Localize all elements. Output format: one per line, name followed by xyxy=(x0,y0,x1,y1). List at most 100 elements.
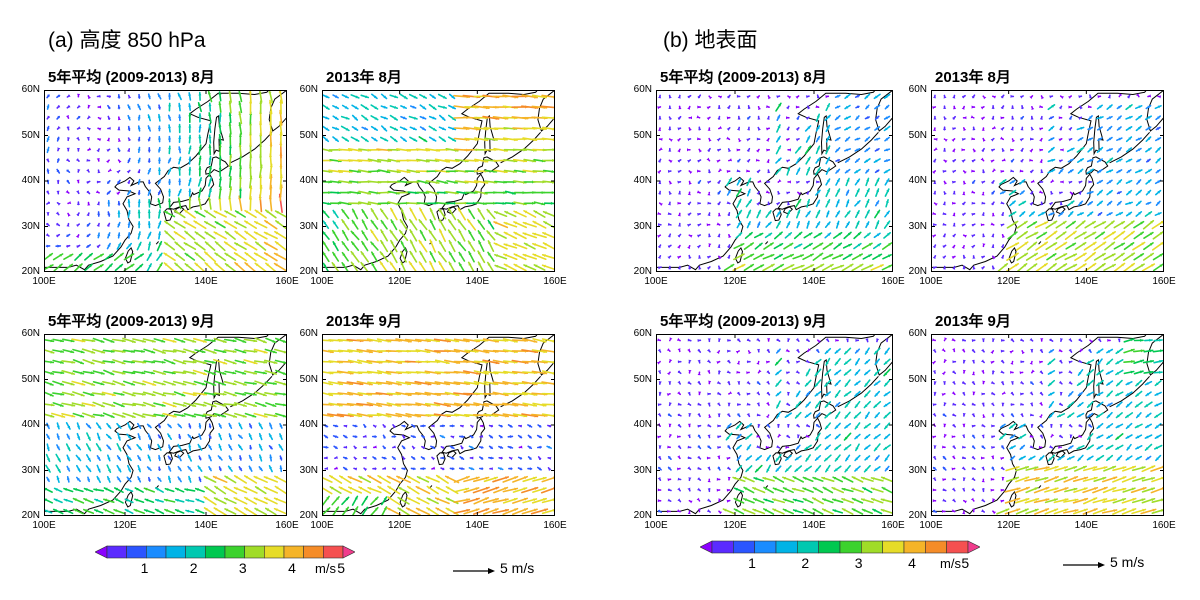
wind-arrow xyxy=(380,115,388,120)
wind-arrow xyxy=(228,112,232,124)
wind-arrow xyxy=(942,413,947,417)
wind-arrow xyxy=(406,475,421,484)
coast-mainland xyxy=(322,90,539,271)
wind-arrow xyxy=(688,170,693,174)
wind-arrow xyxy=(96,455,101,461)
wind-arrow xyxy=(486,208,496,220)
wind-arrow xyxy=(453,508,471,514)
wind-arrow xyxy=(717,446,721,449)
wind-arrow xyxy=(775,102,782,112)
wind-arrow xyxy=(56,136,60,142)
wind-arrow xyxy=(1104,220,1115,230)
wind-arrow xyxy=(726,105,731,110)
wind-arrow xyxy=(767,201,771,206)
wind-vectors xyxy=(322,338,555,516)
lon-label-100e: 100E xyxy=(919,276,943,287)
wind-arrow xyxy=(52,508,64,515)
wind-arrow xyxy=(1143,242,1154,251)
wind-arrow xyxy=(776,411,781,419)
wind-arrow xyxy=(95,443,102,452)
wind-arrow xyxy=(106,454,111,462)
wind-arrow xyxy=(213,231,227,240)
wind-arrow xyxy=(117,159,122,164)
wind-arrow xyxy=(668,423,672,428)
wind-arrow xyxy=(677,180,682,184)
wind-arrow xyxy=(782,476,795,483)
wind-arrow xyxy=(275,412,287,418)
wind-arrow xyxy=(980,105,985,110)
wind-arrow xyxy=(66,476,70,483)
wind-arrow xyxy=(824,347,832,355)
wind-arrow xyxy=(697,201,702,205)
wind-arrow xyxy=(872,253,883,260)
wind-arrow xyxy=(546,445,552,449)
wind-arrow xyxy=(792,509,804,514)
wind-arrow xyxy=(851,476,864,483)
wind-arrow xyxy=(45,464,51,473)
wind-arrow xyxy=(776,210,781,218)
wind-arrow xyxy=(479,456,484,460)
wind-arrow xyxy=(756,381,761,386)
wind-arrow xyxy=(824,368,832,377)
wind-arrow xyxy=(767,338,771,342)
wind-arrow xyxy=(951,180,956,184)
wind-arrow xyxy=(996,508,1010,515)
wind-arrow xyxy=(1010,391,1015,396)
wind-arrow xyxy=(943,180,948,185)
wind-arrow xyxy=(765,210,772,218)
wind-arrow xyxy=(527,467,533,471)
wind-arrow xyxy=(696,244,701,249)
wind-arrow xyxy=(203,496,217,506)
wind-arrow xyxy=(735,465,743,473)
wind-arrow xyxy=(1096,348,1104,354)
wind-arrow xyxy=(406,180,420,184)
wind-arrow xyxy=(785,137,790,142)
wind-arrow xyxy=(728,158,732,162)
wind-arrow xyxy=(1007,231,1018,240)
reference-label: 5 m/s xyxy=(1110,554,1145,570)
wind-arrow xyxy=(707,369,711,374)
wind-arrow xyxy=(933,147,938,151)
wind-arrow xyxy=(86,244,92,248)
wind-arrow xyxy=(1004,487,1021,493)
wind-arrow xyxy=(880,476,893,483)
wind-arrow xyxy=(46,125,50,132)
wind-arrow xyxy=(880,498,893,503)
wind-arrow xyxy=(117,104,121,110)
wind-arrow xyxy=(775,454,782,462)
wind-arrow xyxy=(873,242,882,250)
wind-arrow xyxy=(107,126,111,130)
wind-arrow xyxy=(1146,158,1151,163)
wind-arrow xyxy=(1029,148,1034,153)
wind-arrow xyxy=(1054,466,1068,472)
wind-arrow xyxy=(363,467,368,472)
wind-arrow xyxy=(152,391,167,397)
wind-arrow xyxy=(147,198,151,208)
wind-arrow xyxy=(447,229,457,242)
wind-arrow xyxy=(264,381,277,385)
wind-arrow xyxy=(883,444,891,451)
wind-arrow xyxy=(1005,466,1020,472)
wind-arrow xyxy=(786,359,790,364)
coast-ryukyu xyxy=(1038,485,1042,489)
wind-arrow xyxy=(1004,497,1021,504)
wind-arrow xyxy=(732,476,746,483)
wind-arrow xyxy=(466,218,477,231)
wind-arrow xyxy=(746,392,751,396)
wind-arrow xyxy=(1154,179,1162,185)
wind-arrow xyxy=(756,337,761,342)
wind-arrow xyxy=(431,466,436,470)
wind-arrow xyxy=(114,263,124,272)
wind-arrow xyxy=(177,423,183,429)
wind-arrow xyxy=(366,370,383,375)
lon-label-100e: 100E xyxy=(919,520,943,531)
wind-arrow xyxy=(1047,158,1056,163)
wind-arrow xyxy=(419,104,427,110)
wind-arrow xyxy=(243,349,258,353)
wind-arrow xyxy=(75,234,80,239)
wind-arrow xyxy=(492,498,509,504)
wind-arrow xyxy=(1020,392,1024,396)
wind-arrow xyxy=(527,434,532,439)
wind-arrow xyxy=(65,443,71,452)
wind-arrow xyxy=(243,241,258,251)
